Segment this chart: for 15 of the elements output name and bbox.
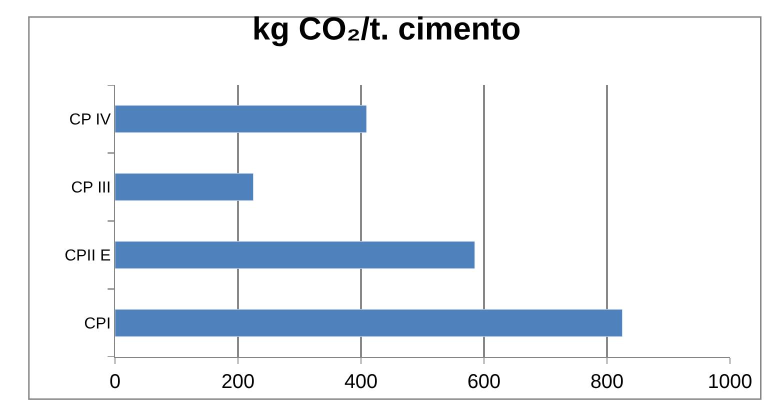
bar — [115, 309, 623, 337]
y-tick-label: CPII E — [64, 248, 111, 265]
x-tick-label: 400 — [344, 371, 378, 393]
y-tick-label: CP IV — [69, 112, 112, 129]
x-tick-label: 0 — [109, 371, 121, 393]
y-tick-label: CP III — [71, 180, 111, 197]
chart-title: kg CO₂/t. cimento — [252, 10, 521, 47]
x-tick-label: 200 — [221, 371, 255, 393]
x-tick-label: 1000 — [708, 371, 752, 393]
x-tick-label: 800 — [590, 371, 624, 393]
bar — [115, 173, 254, 201]
y-tick-label: CPI — [84, 316, 111, 333]
bar — [115, 105, 367, 133]
x-tick-label: 600 — [467, 371, 501, 393]
bar — [115, 241, 476, 269]
